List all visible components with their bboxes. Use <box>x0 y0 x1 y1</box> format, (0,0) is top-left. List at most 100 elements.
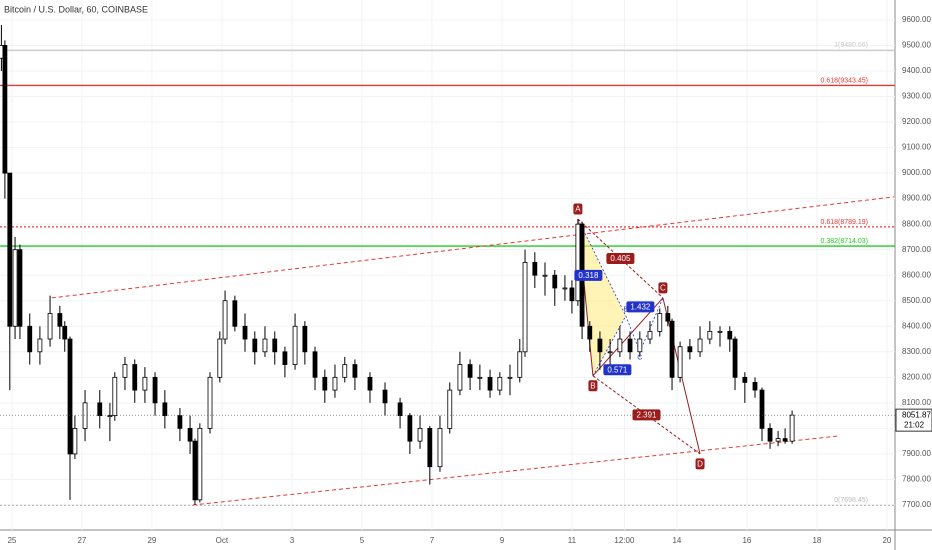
candle-body <box>427 427 433 468</box>
candle-body <box>467 364 473 378</box>
x-tick-label: 5 <box>360 536 365 545</box>
x-tick-label: 3 <box>290 536 295 545</box>
candle-body <box>292 325 298 365</box>
y-tick-label: 9100.00 <box>902 143 931 152</box>
y-tick-label: 8900.00 <box>902 194 931 203</box>
candle-body <box>47 313 53 340</box>
pattern-leg <box>577 218 664 299</box>
candle-body <box>407 415 413 442</box>
candle-body <box>192 440 198 501</box>
candle-body <box>252 338 258 353</box>
candle-body <box>67 338 73 455</box>
y-tick-label: 8600.00 <box>902 270 931 279</box>
pattern-point-label: D <box>697 460 703 469</box>
inner-leg <box>639 297 664 352</box>
pattern-point-label: C <box>660 284 666 293</box>
candle-body <box>177 415 183 429</box>
candle-body <box>637 338 643 353</box>
x-tick-label: 11 <box>568 536 577 545</box>
candle-body <box>782 438 788 442</box>
candle-body <box>352 364 358 378</box>
candle-body <box>262 338 268 353</box>
candle-body <box>107 415 113 418</box>
inner-ratio: 0.318 <box>578 271 599 280</box>
candle-body <box>607 351 613 354</box>
inner-ratio: 1.432 <box>630 302 651 311</box>
candle-body <box>647 330 653 340</box>
candle-body <box>767 427 773 442</box>
candle-body <box>717 330 723 333</box>
y-tick-label: 9300.00 <box>902 92 931 101</box>
candle-body <box>302 325 308 353</box>
candle-body <box>367 376 373 391</box>
inner-ratio-box <box>626 301 655 313</box>
candle-body <box>187 427 193 442</box>
last-price-box <box>895 408 932 432</box>
x-tick-label: 12:00 <box>614 536 635 545</box>
candle-body <box>575 223 581 302</box>
fib-level-label: 0.382(8714.03) <box>821 238 868 245</box>
candle-body <box>122 364 128 378</box>
candle-body <box>312 351 318 378</box>
inner-leg <box>592 315 627 376</box>
candle-body <box>12 249 18 327</box>
x-tick-label: 9 <box>500 536 505 545</box>
candle-body <box>497 376 503 391</box>
y-tick-label: 8500.00 <box>902 296 931 305</box>
candle-body <box>132 364 138 391</box>
candle-body <box>232 300 238 327</box>
candle-body <box>669 320 675 378</box>
candle-body <box>197 427 203 501</box>
candle-body <box>687 346 693 353</box>
candle-body <box>397 402 403 417</box>
candle-body <box>522 262 528 353</box>
fib-level-label: 1(9480.66) <box>834 42 868 49</box>
candle-body <box>532 262 538 276</box>
y-tick-label: 8400.00 <box>902 321 931 330</box>
candle-body <box>562 287 568 290</box>
y-tick-label: 8200.00 <box>902 372 931 381</box>
fib-level-label: 0.618(8789.19) <box>821 219 868 226</box>
y-tick-label: 9000.00 <box>902 168 931 177</box>
candle-body <box>457 364 463 391</box>
candle-body <box>207 376 213 429</box>
y-tick-label: 7900.00 <box>902 449 931 458</box>
candle-body <box>507 376 513 379</box>
pattern-ratio-box <box>632 409 661 421</box>
y-tick-label: 7800.00 <box>902 475 931 484</box>
last-price-label: 8051.87 <box>902 410 931 419</box>
candle-body <box>742 376 748 383</box>
fib-level-label: 0(7698.45) <box>834 497 868 504</box>
candle-body <box>447 389 453 429</box>
candle-body <box>775 438 781 442</box>
candle-body <box>759 389 765 429</box>
candle-body <box>17 249 23 327</box>
candle-body <box>62 325 68 340</box>
candle-body <box>112 376 118 417</box>
pattern-ratio: 0.405 <box>610 254 631 263</box>
candle-body <box>697 338 703 353</box>
candle-body <box>732 338 738 378</box>
x-tick-label: 14 <box>672 536 681 545</box>
candle-body <box>82 402 88 429</box>
pattern-point-label-box <box>588 380 598 392</box>
trend-line <box>51 196 895 299</box>
inner-ratio: 0.571 <box>607 365 628 374</box>
candle-body <box>437 427 443 468</box>
candle-body <box>282 351 288 365</box>
candle-body <box>2 45 8 174</box>
candle-body <box>57 313 63 327</box>
candle-body <box>789 414 795 442</box>
candle-body <box>657 313 663 332</box>
candle-body <box>37 338 43 353</box>
candle-body <box>217 338 223 378</box>
x-tick-label: 25 <box>7 536 16 545</box>
candle-body <box>627 338 633 353</box>
y-tick-label: 9400.00 <box>902 66 931 75</box>
pattern-point-label: A <box>575 205 581 214</box>
candle-body <box>477 376 483 379</box>
candle-body <box>569 287 575 302</box>
candle-body <box>617 338 623 353</box>
